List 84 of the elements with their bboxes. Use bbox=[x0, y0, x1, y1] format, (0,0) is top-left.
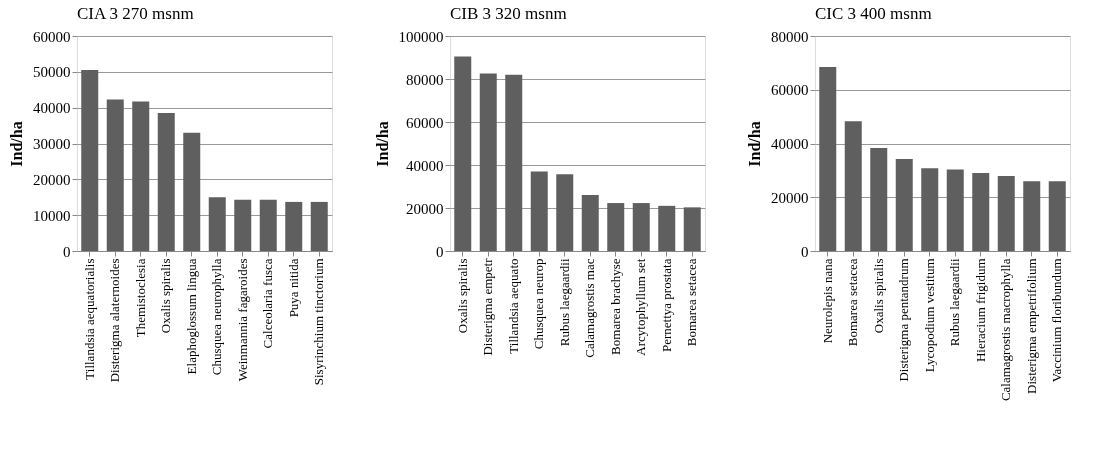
bar bbox=[844, 121, 862, 251]
y-tick-label: 10000 bbox=[33, 207, 71, 224]
y-tick-label: 20000 bbox=[771, 189, 809, 206]
y-tick-label: 40000 bbox=[33, 100, 71, 117]
x-tick-label: Puya nitida bbox=[285, 258, 301, 318]
y-tick-label: 60000 bbox=[33, 28, 71, 45]
x-tick-label: Elaphoglossum lingua bbox=[183, 258, 199, 375]
x-tick-label: Calamagrostis macrophylla bbox=[998, 258, 1014, 402]
y-tick-label: 0 bbox=[436, 243, 444, 260]
x-tick-label: Calamagrostis mac bbox=[582, 258, 598, 358]
x-tick-label: Vaccinium floribundum bbox=[1049, 258, 1065, 383]
y-tick-label: 20000 bbox=[33, 171, 71, 188]
x-tick-label: Rubus laegaardii bbox=[947, 258, 963, 347]
bar bbox=[1023, 181, 1041, 251]
y-tick-label: 60000 bbox=[406, 114, 444, 131]
bar bbox=[479, 73, 497, 251]
x-tick-label: Sisyrinchium tinctorium bbox=[311, 258, 327, 386]
bar bbox=[870, 148, 888, 251]
bar bbox=[819, 66, 837, 251]
x-tick-label: Disterigma empetr bbox=[480, 257, 496, 356]
y-tick-label: 30000 bbox=[33, 136, 71, 152]
bar bbox=[1048, 181, 1066, 251]
x-tick-label: Oxalis spiralis bbox=[870, 258, 886, 334]
y-tick-label: 0 bbox=[801, 243, 809, 260]
y-axis-title: Ind/ha bbox=[8, 121, 25, 167]
bar bbox=[285, 201, 303, 251]
bar bbox=[208, 197, 226, 251]
x-tick-label: Bomarea setacea bbox=[845, 258, 861, 347]
bar bbox=[310, 201, 328, 251]
x-tick-label: Arcytophyllum set bbox=[633, 258, 649, 356]
bar bbox=[259, 199, 277, 251]
x-tick-label: Neurolepis nana bbox=[819, 258, 835, 344]
y-axis-title: Ind/ha bbox=[746, 121, 763, 167]
bar bbox=[632, 203, 650, 251]
chart-title: CIC 3 400 msnm bbox=[815, 4, 932, 23]
y-tick-label: 40000 bbox=[771, 136, 809, 152]
y-axis-title: Ind/ha bbox=[373, 121, 391, 167]
x-tick-label: Lycopodium vestitum bbox=[921, 258, 937, 373]
bar bbox=[530, 171, 548, 251]
bar bbox=[581, 195, 599, 251]
y-tick-label: 80000 bbox=[406, 71, 444, 88]
bar bbox=[132, 101, 150, 251]
x-tick-label: Disterigma pentandrum bbox=[896, 258, 912, 382]
y-tick-label: 60000 bbox=[771, 82, 809, 99]
x-tick-label: Themistoclesia bbox=[132, 258, 148, 338]
x-tick-label: Disterigma empetrifolium bbox=[1023, 258, 1039, 394]
x-tick-label: Tillandsia aequatorialis bbox=[81, 258, 97, 380]
x-tick-label: Oxalis spiralis bbox=[454, 258, 470, 334]
bar bbox=[683, 207, 701, 251]
bar bbox=[81, 70, 99, 251]
x-tick-label: Chusquea neurophylla bbox=[209, 258, 225, 376]
y-tick-label: 100000 bbox=[398, 28, 444, 45]
x-tick-label: Bomarea brachyse bbox=[607, 258, 623, 355]
x-tick-label: Calceolaria fusca bbox=[260, 258, 276, 349]
x-tick-label: Hieracium frigidum bbox=[972, 258, 988, 363]
bar bbox=[972, 173, 990, 251]
y-tick-label: 50000 bbox=[33, 64, 71, 81]
bar bbox=[946, 169, 964, 251]
x-tick-label: Tillandsia aequato bbox=[505, 258, 521, 354]
x-tick-label: Bomarea setacea bbox=[684, 258, 700, 347]
y-tick-label: 20000 bbox=[406, 200, 444, 217]
chart-title: CIA 3 270 msnm bbox=[77, 4, 194, 23]
bar bbox=[234, 199, 252, 251]
bar bbox=[556, 174, 574, 251]
bar bbox=[997, 176, 1015, 251]
bar bbox=[106, 99, 124, 251]
bar bbox=[454, 56, 472, 251]
bar bbox=[921, 168, 939, 251]
x-tick-label: Disterigma alaternoides bbox=[107, 258, 123, 383]
bar bbox=[895, 159, 913, 251]
x-tick-label: Weinmannia fagaroides bbox=[234, 258, 250, 382]
bar bbox=[183, 132, 201, 251]
bar bbox=[157, 113, 175, 251]
x-tick-label: Oxalis spiralis bbox=[158, 258, 174, 334]
x-tick-label: Rubus laegaardii bbox=[556, 258, 572, 347]
y-tick-label: 40000 bbox=[406, 157, 444, 174]
x-tick-label: Pernettya prostata bbox=[658, 258, 674, 352]
bar bbox=[505, 74, 523, 251]
y-tick-label: 80000 bbox=[771, 28, 809, 45]
chart-title: CIB 3 320 msnm bbox=[450, 4, 567, 23]
x-tick-label: Chusquea neurop bbox=[531, 258, 547, 350]
y-tick-label: 0 bbox=[63, 243, 71, 260]
bar bbox=[658, 205, 676, 251]
bar bbox=[607, 203, 625, 251]
